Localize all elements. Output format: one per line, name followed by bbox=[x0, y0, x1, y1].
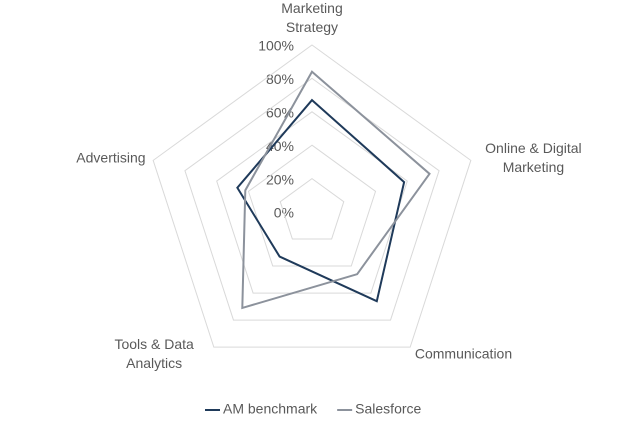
category-label: Tools & Data Analytics bbox=[114, 335, 194, 371]
r-tick-label: 20% bbox=[266, 171, 294, 187]
grid-ring bbox=[279, 177, 345, 240]
series-line bbox=[236, 98, 406, 303]
category-label: Communication bbox=[414, 345, 513, 362]
category-label: Advertising bbox=[76, 149, 146, 166]
r-tick-label: 80% bbox=[266, 71, 294, 87]
grid-ring bbox=[184, 77, 440, 321]
legend-label: AM benchmark bbox=[223, 401, 318, 417]
category-label: Marketing Strategy bbox=[281, 0, 343, 35]
grid-ring bbox=[247, 144, 377, 267]
r-tick-label: 100% bbox=[258, 38, 294, 54]
legend-label: Salesforce bbox=[355, 401, 421, 417]
category-label: Online & Digital Marketing bbox=[485, 139, 582, 175]
series-line bbox=[241, 70, 431, 310]
grid-ring bbox=[152, 44, 472, 348]
